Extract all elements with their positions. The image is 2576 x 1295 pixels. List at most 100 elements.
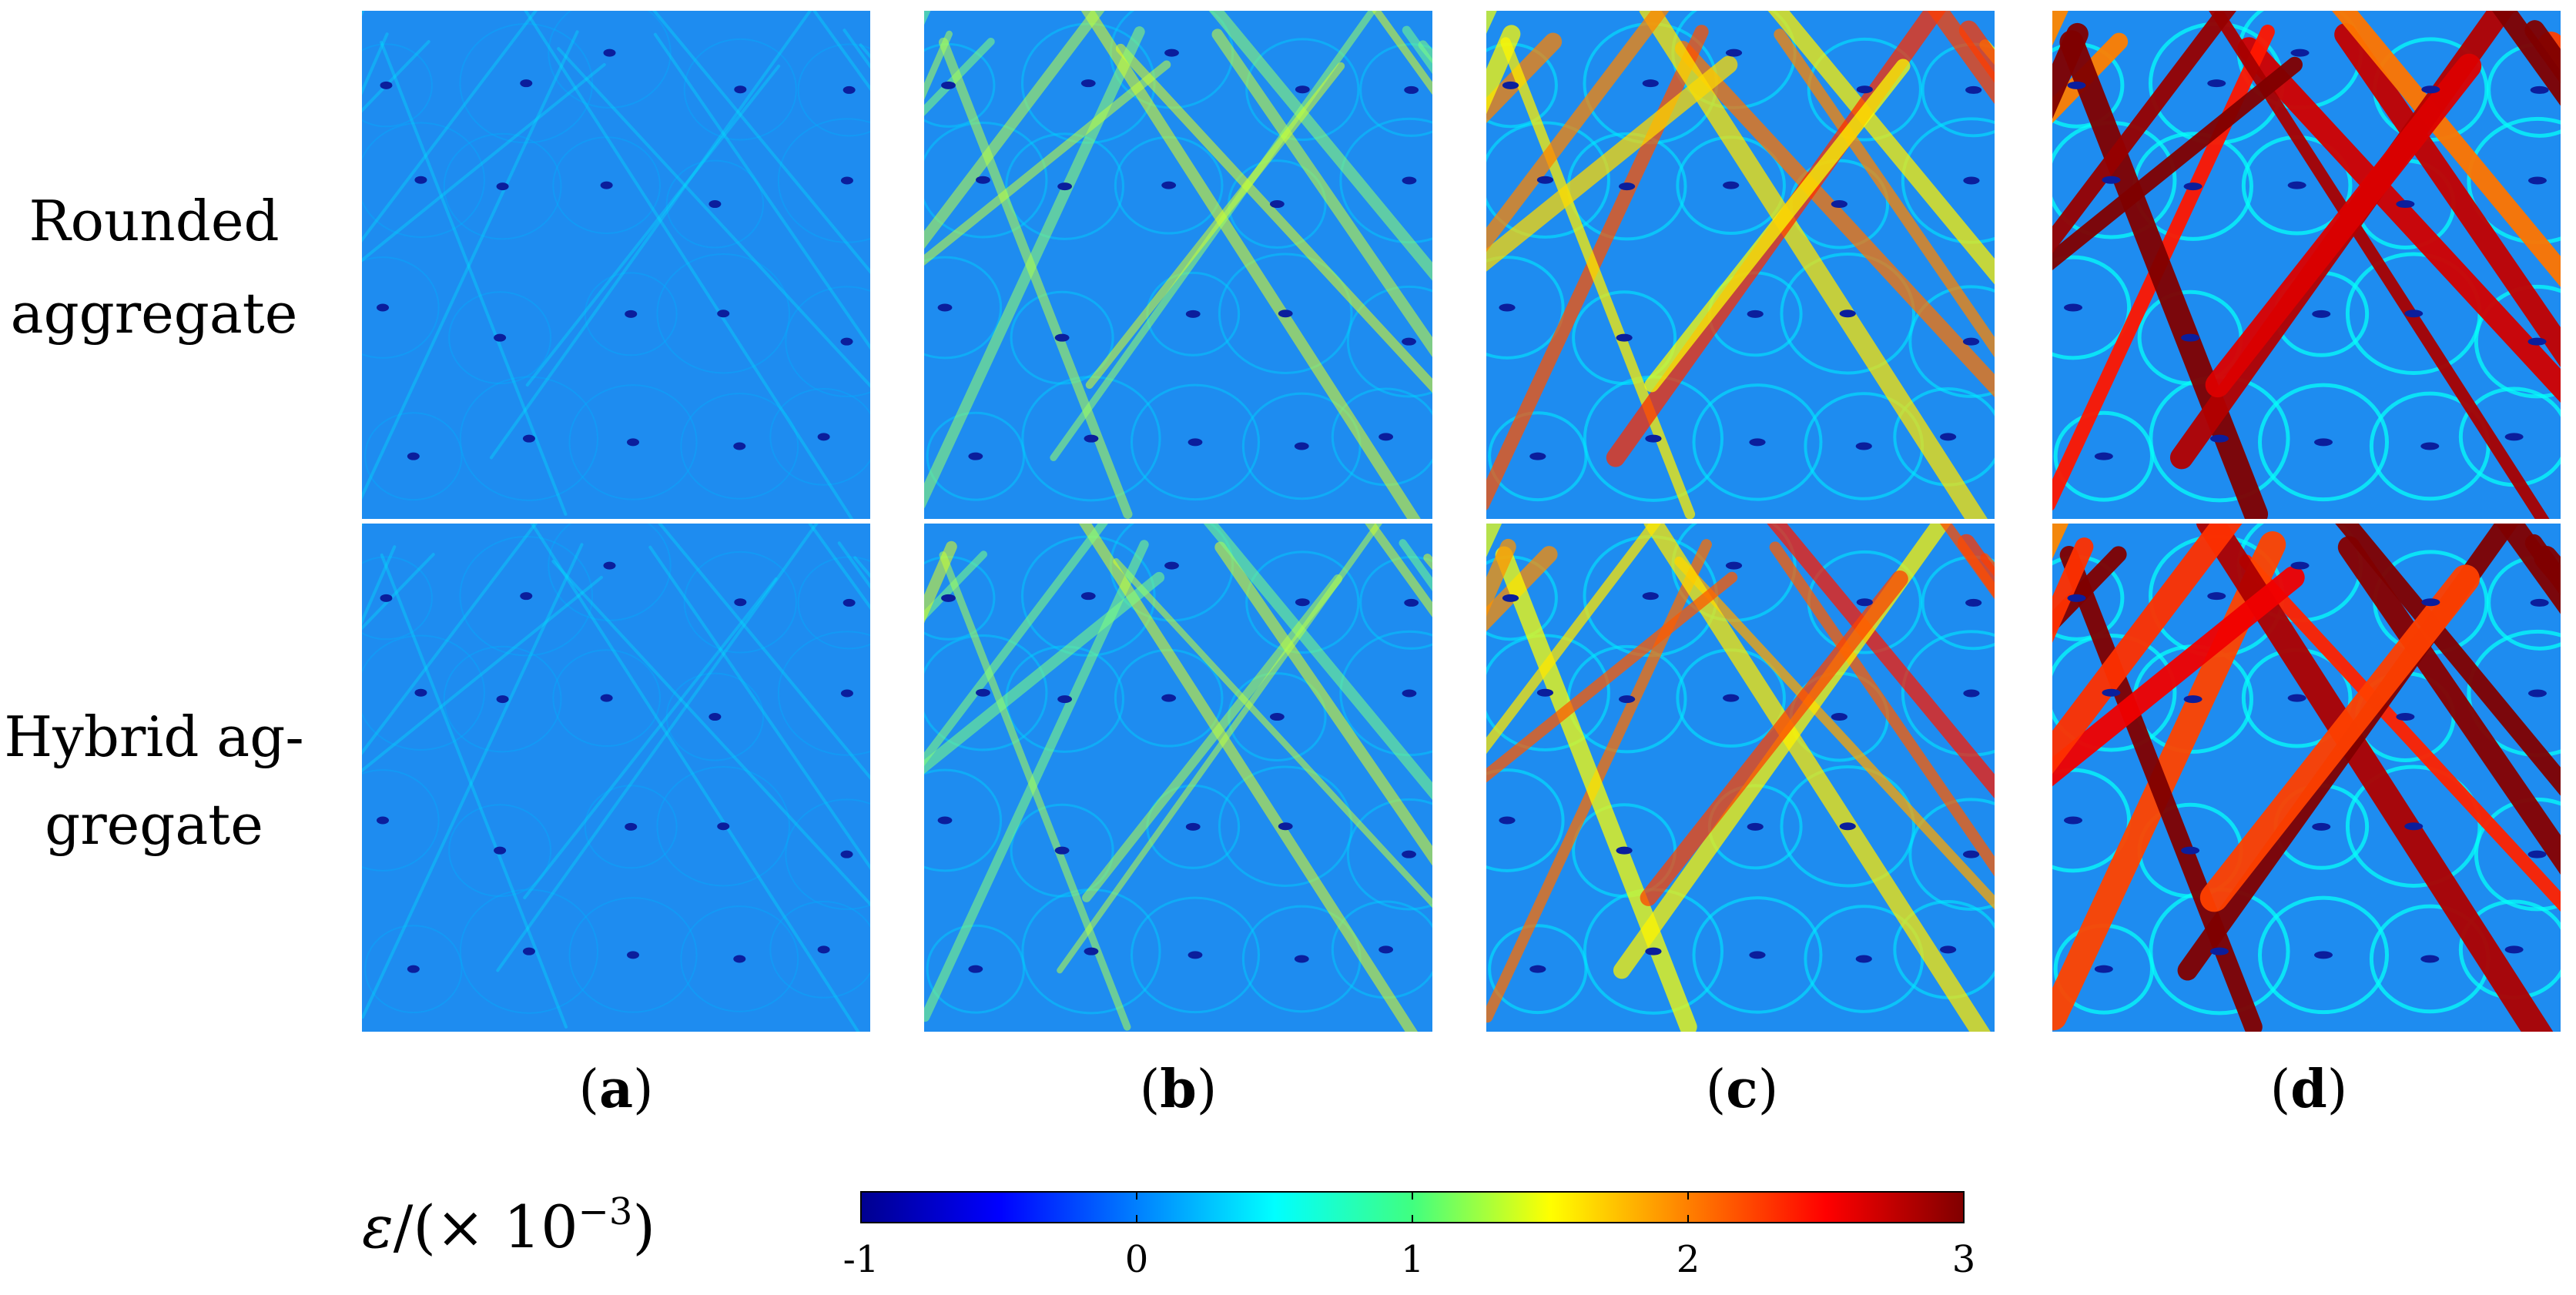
strain-band	[525, 64, 781, 387]
strain-band	[2492, 11, 2561, 106]
aggregate-outline	[1804, 905, 1924, 1013]
compression-spot	[1054, 846, 1070, 855]
strain-band	[1927, 11, 1995, 105]
aggregate-outline	[797, 556, 870, 650]
strain-band	[653, 32, 870, 350]
strain-band	[1214, 541, 1432, 866]
aggregate-outline	[1005, 132, 1125, 240]
compression-spot	[2527, 176, 2547, 185]
compression-spot	[2183, 182, 2202, 191]
aggregate-outline	[797, 43, 870, 137]
compression-spot	[708, 713, 722, 721]
compression-spot	[1080, 79, 1096, 88]
aggregate-outline	[448, 291, 552, 385]
strain-band	[1208, 11, 1432, 281]
compression-spot	[708, 200, 722, 209]
strain-band	[1486, 571, 1738, 783]
compression-spot	[2102, 176, 2121, 184]
aggregate-outline	[552, 649, 661, 748]
colorbar-tick-label: 2	[1677, 1238, 1700, 1281]
strain-band	[2052, 566, 2305, 787]
strain-panel-a-row2	[362, 524, 870, 1032]
aggregate-outline	[362, 769, 440, 872]
strain-band	[1643, 524, 1991, 1032]
compression-spot	[2067, 594, 2086, 602]
compression-spot	[414, 176, 427, 184]
aggregate-outline	[362, 634, 485, 751]
compression-spot	[1499, 816, 1516, 825]
compression-spot	[1378, 945, 1394, 954]
compression-spot	[1502, 81, 1519, 89]
strain-band	[2335, 524, 2561, 796]
compression-spot	[717, 310, 730, 318]
aggregate-outline	[2345, 765, 2482, 888]
aggregate-outline	[785, 798, 870, 910]
strain-band	[2209, 11, 2550, 519]
compression-spot	[840, 689, 853, 698]
compression-spot	[2209, 434, 2229, 443]
compression-spot	[2396, 200, 2415, 209]
aggregate-outline	[777, 118, 870, 243]
compression-spot	[2064, 816, 2083, 825]
compression-spot	[733, 955, 746, 963]
compression-spot	[1185, 310, 1201, 318]
row-label-rounded-line2: aggregate	[11, 281, 298, 346]
compression-spot	[1963, 176, 1980, 185]
panel-background	[362, 11, 870, 519]
compression-spot	[2396, 713, 2415, 721]
compression-spot	[1054, 333, 1070, 342]
strain-band	[362, 575, 603, 773]
compression-spot	[2527, 689, 2547, 698]
strain-band	[1486, 32, 1563, 124]
colorbar-tick-label: -1	[843, 1238, 879, 1281]
strain-band	[808, 524, 870, 611]
compression-spot	[1269, 200, 1285, 209]
compression-spot	[1831, 200, 1847, 209]
aggregate-outline	[1245, 550, 1360, 654]
compression-spot	[1962, 337, 1980, 346]
compression-spot	[2209, 947, 2229, 955]
aggregate-outline	[1908, 798, 1995, 911]
compression-spot	[1188, 951, 1203, 959]
strain-band	[1082, 574, 1343, 902]
strain-panel-b-row1	[924, 11, 1432, 519]
strain-band	[2052, 537, 2094, 643]
compression-spot	[734, 598, 747, 607]
aggregate-outline	[362, 122, 485, 238]
compression-spot	[1402, 176, 1417, 185]
strain-band	[530, 524, 860, 1032]
colorbar-title: ε/(× 10−3)	[362, 1190, 655, 1261]
compression-spot	[1402, 689, 1417, 698]
compression-spot	[2287, 694, 2306, 702]
strain-band	[648, 545, 870, 871]
aggregate-outline	[1010, 803, 1114, 898]
aggregate-outline	[769, 388, 870, 486]
aggregate-outline	[1245, 38, 1360, 142]
strain-band	[2337, 536, 2561, 875]
strain-band	[652, 11, 870, 274]
aggregate-outline	[552, 136, 661, 235]
aggregate-outline	[656, 766, 791, 887]
strain-band	[2334, 23, 2561, 367]
compression-spot	[1616, 333, 1633, 342]
aggregate-outline	[584, 785, 678, 869]
column-label-d: (d)	[2270, 1059, 2348, 1120]
compression-spot	[1529, 965, 1546, 973]
strain-band	[362, 62, 606, 263]
compression-spot	[842, 598, 856, 607]
strain-band	[1365, 524, 1432, 617]
aggregate-outline	[1486, 256, 1565, 360]
strain-band	[362, 11, 538, 243]
strain-band	[2239, 554, 2561, 912]
aggregate-outline	[1130, 383, 1261, 501]
compression-spot	[603, 49, 616, 57]
aggregate-outline	[1218, 765, 1353, 887]
compression-spot	[377, 303, 390, 312]
strain-band	[2059, 30, 2269, 519]
column-label-a: (a)	[578, 1059, 653, 1120]
strain-band	[362, 543, 584, 1019]
compression-spot	[941, 81, 956, 89]
aggregate-outline	[1010, 290, 1114, 385]
strain-panel-c-row1	[1486, 11, 1995, 519]
aggregate-outline	[459, 535, 594, 657]
